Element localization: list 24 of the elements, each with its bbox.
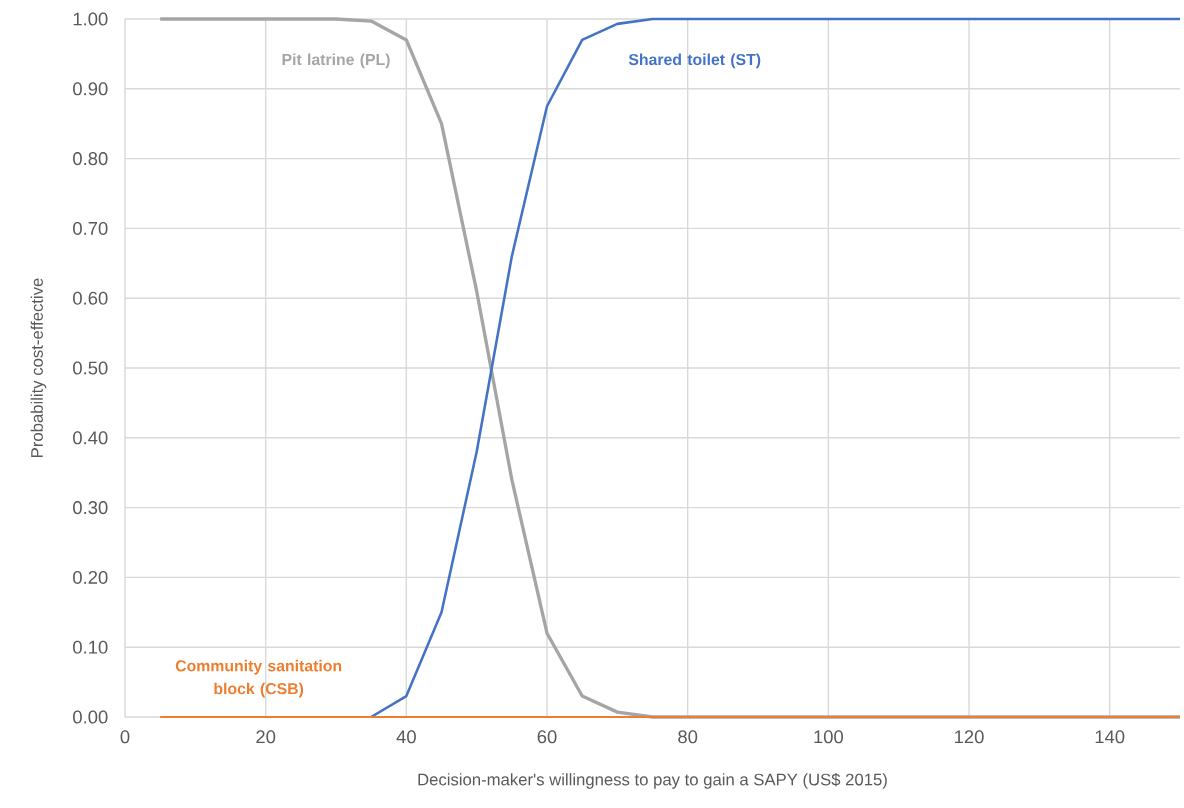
x-tick-label: 100	[814, 730, 844, 744]
x-tick-label: 20	[256, 730, 276, 744]
y-tick-label: 0.10	[73, 640, 108, 654]
series-label: Shared toilet (ST)	[628, 53, 761, 69]
y-axis-title: Probability cost-effective	[30, 278, 47, 457]
y-tick-label: 0.00	[73, 710, 108, 724]
x-tick-label: 0	[120, 730, 130, 744]
y-tick-label: 0.70	[73, 221, 108, 235]
x-tick-label: 120	[955, 730, 984, 744]
x-axis-title: Decision-maker's willingness to pay to gain a SAPY (US$ 2015)	[418, 772, 887, 789]
y-tick-label: 0.30	[73, 501, 108, 515]
y-tick-label: 0.80	[73, 152, 108, 166]
y-tick-label: 0.40	[73, 431, 108, 445]
x-tick-label: 60	[537, 730, 557, 744]
y-tick-label: 0.60	[73, 291, 108, 305]
y-tick-label: 0.20	[73, 570, 108, 584]
x-tick-label: 140	[1095, 730, 1125, 744]
x-tick-label: 40	[396, 730, 416, 744]
y-tick-label: 0.50	[73, 361, 108, 375]
x-tick-label: 80	[678, 730, 698, 744]
y-tick-label: 1.00	[73, 12, 108, 26]
series-label: Community sanitation block (CSB)	[175, 659, 342, 698]
y-tick-label: 0.90	[73, 82, 108, 96]
series-label: Pit latrine (PL)	[282, 53, 390, 69]
